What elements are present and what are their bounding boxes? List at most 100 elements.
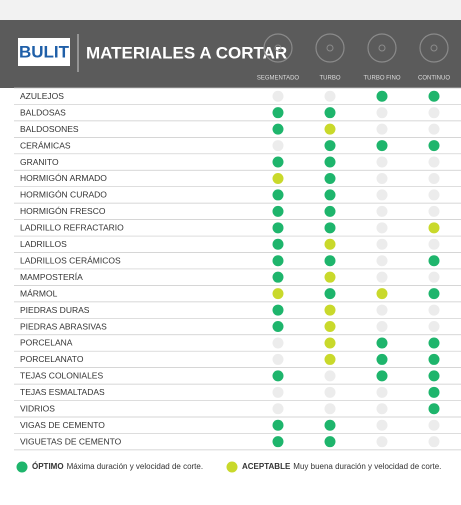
rating-dot [376, 172, 388, 184]
rating-dot [428, 189, 440, 201]
rating-dot [376, 123, 388, 135]
column-header: CONTINUO [418, 76, 450, 82]
rating-dot [428, 337, 440, 349]
rating-dot [272, 107, 284, 119]
rating-dot [324, 353, 336, 365]
rating-dot [376, 403, 388, 415]
rating-dot [376, 370, 388, 382]
rating-dot [324, 288, 336, 300]
blade-icon-inner [326, 44, 334, 52]
legend-dot [226, 461, 238, 473]
rating-dot [272, 370, 284, 382]
rating-dot [428, 90, 440, 102]
rating-dot [272, 419, 284, 431]
rating-dot [428, 304, 440, 316]
blade-icon [367, 33, 397, 63]
rating-dot [428, 222, 440, 234]
rating-dot [376, 107, 388, 119]
rating-dot [272, 436, 284, 448]
blade-icon-inner [430, 44, 438, 52]
blade-icon [263, 33, 293, 63]
column-header: TURBO [320, 76, 341, 82]
row-label: BALDOSONES [20, 124, 79, 134]
rating-dot [428, 255, 440, 267]
rating-dot [324, 370, 336, 382]
rating-dot [272, 403, 284, 415]
rating-dot [324, 107, 336, 119]
rating-dot [428, 288, 440, 300]
rating-dot [376, 90, 388, 102]
rating-dot [428, 140, 440, 152]
rating-dot [428, 123, 440, 135]
rating-dot [272, 255, 284, 267]
rating-dot [428, 321, 440, 333]
row-label: LADRILLOS [20, 239, 67, 249]
row-label: LADRILLOS CERÁMICOS [20, 255, 121, 265]
rating-dot [324, 189, 336, 201]
rating-dot [324, 222, 336, 234]
row-label: PIEDRAS DURAS [20, 305, 90, 315]
row-label: PORCELANATO [20, 354, 84, 364]
row-label: PIEDRAS ABRASIVAS [20, 321, 107, 331]
rating-dot [272, 222, 284, 234]
row-label: VIGAS DE CEMENTO [20, 420, 105, 430]
legend-desc: Muy buena duración y velocidad de corte. [293, 462, 441, 471]
rating-dot [428, 107, 440, 119]
rating-dot [324, 304, 336, 316]
rating-dot [324, 156, 336, 168]
rating-dot [376, 140, 388, 152]
logo: BULIT [19, 42, 70, 61]
rating-dot [324, 255, 336, 267]
rating-dot [376, 156, 388, 168]
rating-dot [428, 238, 440, 250]
rating-dot [428, 156, 440, 168]
rating-dot [324, 238, 336, 250]
rating-dot [428, 172, 440, 184]
title: MATERIALES A CORTAR [86, 43, 287, 62]
rating-dot [428, 353, 440, 365]
legend-desc: Máxima duración y velocidad de corte. [67, 462, 204, 471]
row-label: MÁRMOL [20, 288, 58, 298]
legend-text: ÓPTIMO Máxima duración y velocidad de cor… [32, 462, 203, 471]
rating-dot [272, 353, 284, 365]
header-band [0, 20, 461, 88]
row-label: HORMIGÓN FRESCO [20, 206, 106, 216]
rating-dot [324, 90, 336, 102]
rating-dot [272, 156, 284, 168]
row-label: LADRILLO REFRACTARIO [20, 223, 124, 233]
rating-dot [324, 271, 336, 283]
rating-dot [428, 403, 440, 415]
rating-dot [376, 189, 388, 201]
row-label: HORMIGÓN ARMADO [20, 173, 107, 183]
rating-dot [324, 403, 336, 415]
rating-dot [272, 172, 284, 184]
rating-dot [324, 123, 336, 135]
blade-icon [315, 33, 345, 63]
rating-dot [272, 140, 284, 152]
rating-dot [376, 386, 388, 398]
rating-dot [272, 205, 284, 217]
rating-dot [376, 353, 388, 365]
blade-icon [419, 33, 449, 63]
rating-dot [428, 271, 440, 283]
rating-dot [272, 386, 284, 398]
rating-dot [376, 337, 388, 349]
rating-dot [428, 419, 440, 431]
rating-dot [324, 337, 336, 349]
rating-dot [376, 271, 388, 283]
rating-dot [376, 288, 388, 300]
row-label: VIDRIOS [20, 404, 55, 414]
rating-dot [324, 321, 336, 333]
rating-dot [376, 419, 388, 431]
rating-dot [428, 436, 440, 448]
rating-dot [272, 321, 284, 333]
rating-dot [376, 255, 388, 267]
row-label: MAMPOSTERÍA [20, 272, 83, 282]
rating-dot [324, 172, 336, 184]
blade-icon-inner [274, 44, 282, 52]
rating-dot [272, 288, 284, 300]
rating-dot [376, 321, 388, 333]
legend-label: ACEPTABLE [242, 462, 291, 471]
rating-dot [272, 271, 284, 283]
